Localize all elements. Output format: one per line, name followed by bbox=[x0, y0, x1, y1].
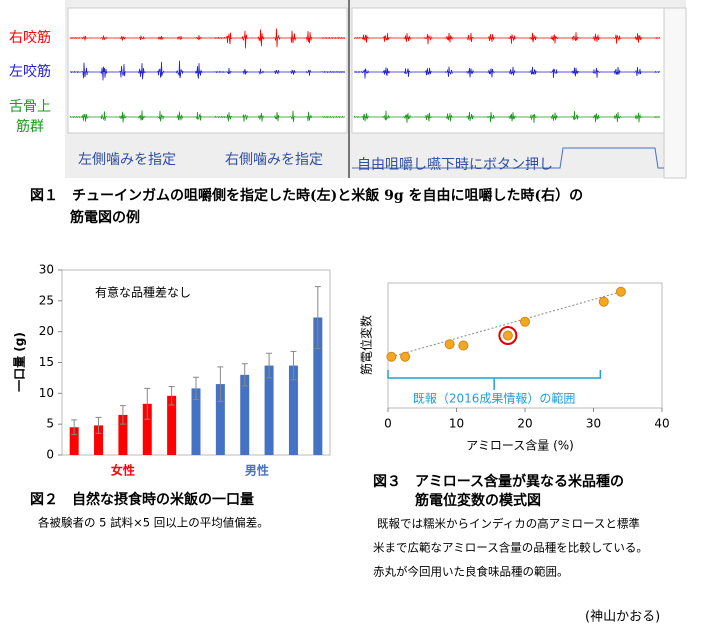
error-bar bbox=[290, 350, 297, 381]
emg-label: 右咬筋 bbox=[9, 29, 51, 46]
group-label: 男性 bbox=[245, 463, 269, 478]
y-axis-label: 筋電位変数 bbox=[359, 315, 374, 375]
y-axis-label: 一口量 (g) bbox=[13, 332, 27, 392]
error-bar bbox=[119, 405, 126, 425]
emg-scale bbox=[663, 7, 687, 179]
bar bbox=[118, 414, 128, 455]
y-tick-label: 5 bbox=[46, 417, 54, 431]
emg-label: 左咬筋 bbox=[9, 63, 51, 80]
point bbox=[520, 316, 530, 327]
bar bbox=[94, 425, 104, 455]
error-bar bbox=[193, 376, 199, 400]
emg-trace bbox=[69, 60, 661, 81]
emg-trace bbox=[69, 110, 661, 123]
note: 赤丸が今回用いた良食味品種の範囲。 bbox=[373, 565, 569, 579]
error-bar bbox=[241, 363, 248, 387]
plot-frame bbox=[387, 282, 663, 409]
y-tick-label: 10 bbox=[39, 386, 54, 400]
highlight-ring bbox=[498, 326, 518, 345]
error-bar bbox=[217, 366, 224, 402]
error-bar bbox=[144, 387, 151, 420]
point bbox=[458, 340, 469, 351]
emg-label: 筋群 bbox=[16, 118, 44, 135]
point bbox=[444, 339, 455, 350]
author: (神山かおる) bbox=[585, 610, 660, 625]
y-tick-label: 15 bbox=[39, 355, 54, 369]
emg-note: 自由咀嚼し嚥下時にボタン押し bbox=[357, 157, 553, 173]
bar bbox=[264, 365, 274, 455]
y-tick-label: 0 bbox=[46, 448, 54, 462]
emg-label: 舌骨上 bbox=[9, 99, 51, 115]
error-bar bbox=[71, 419, 78, 436]
trendline bbox=[391, 291, 622, 358]
point bbox=[598, 296, 609, 307]
emg-trace bbox=[69, 28, 661, 49]
group-label: 女性 bbox=[111, 463, 135, 478]
note: 各被験者の 5 試料×5 回以上の平均値偏差。 bbox=[38, 516, 269, 530]
button-trace bbox=[352, 147, 664, 169]
range-label: 既報（2016成果情報）の範囲 bbox=[413, 391, 576, 406]
error-bar bbox=[95, 416, 102, 434]
caption: 筋電図の例 bbox=[70, 209, 140, 226]
bar bbox=[142, 403, 152, 455]
point bbox=[386, 351, 397, 362]
emg-note: 右側噛みを指定 bbox=[225, 152, 323, 168]
annotation: 有意な品種差なし bbox=[95, 285, 191, 300]
x-tick-label: 20 bbox=[517, 417, 532, 431]
point bbox=[615, 286, 626, 297]
caption: 図１ チューインガムの咀嚼側を指定した時(左)と米飯 9g を自由に咀嚼した時(… bbox=[30, 187, 583, 204]
x-axis-label: アミロース含量 (%) bbox=[466, 438, 574, 453]
x-tick-label: 10 bbox=[449, 417, 464, 431]
bar bbox=[167, 395, 177, 455]
bar bbox=[240, 374, 250, 455]
emg-panel-right bbox=[351, 7, 665, 134]
bar bbox=[215, 384, 225, 455]
note: 米まで広範なアミロース含量の品種を比較している。 bbox=[373, 541, 648, 555]
emg-traces bbox=[69, 28, 661, 123]
bar bbox=[191, 388, 201, 455]
emg-note: 左側噛みを指定 bbox=[78, 152, 176, 168]
figure1-image bbox=[65, 0, 687, 179]
caption: 図３ アミロース含量が異なる米品種の bbox=[373, 473, 624, 490]
point bbox=[502, 330, 513, 341]
point bbox=[400, 351, 411, 362]
x-tick-label: 40 bbox=[654, 417, 669, 431]
error-bar bbox=[266, 352, 273, 379]
error-bar bbox=[168, 386, 175, 406]
y-tick-label: 25 bbox=[39, 293, 54, 307]
x-tick-label: 30 bbox=[586, 417, 601, 431]
caption: 図２ 自然な摂食時の米飯の一口量 bbox=[30, 491, 254, 508]
note: 既報では糯米からインディカの高アミロースと標準 bbox=[377, 517, 640, 531]
caption: 筋電位変数の模式図 bbox=[415, 492, 541, 509]
bar bbox=[69, 427, 79, 455]
y-tick-label: 30 bbox=[39, 263, 54, 277]
y-tick-label: 20 bbox=[39, 324, 54, 338]
error-bar bbox=[314, 286, 321, 349]
emg-panel-left bbox=[67, 7, 348, 134]
bar bbox=[288, 365, 298, 455]
bar bbox=[313, 317, 323, 455]
x-tick-label: 0 bbox=[384, 417, 392, 431]
range-bracket bbox=[387, 370, 602, 390]
